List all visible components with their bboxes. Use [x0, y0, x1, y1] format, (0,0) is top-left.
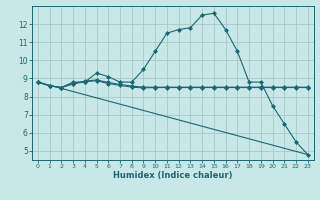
- X-axis label: Humidex (Indice chaleur): Humidex (Indice chaleur): [113, 171, 233, 180]
